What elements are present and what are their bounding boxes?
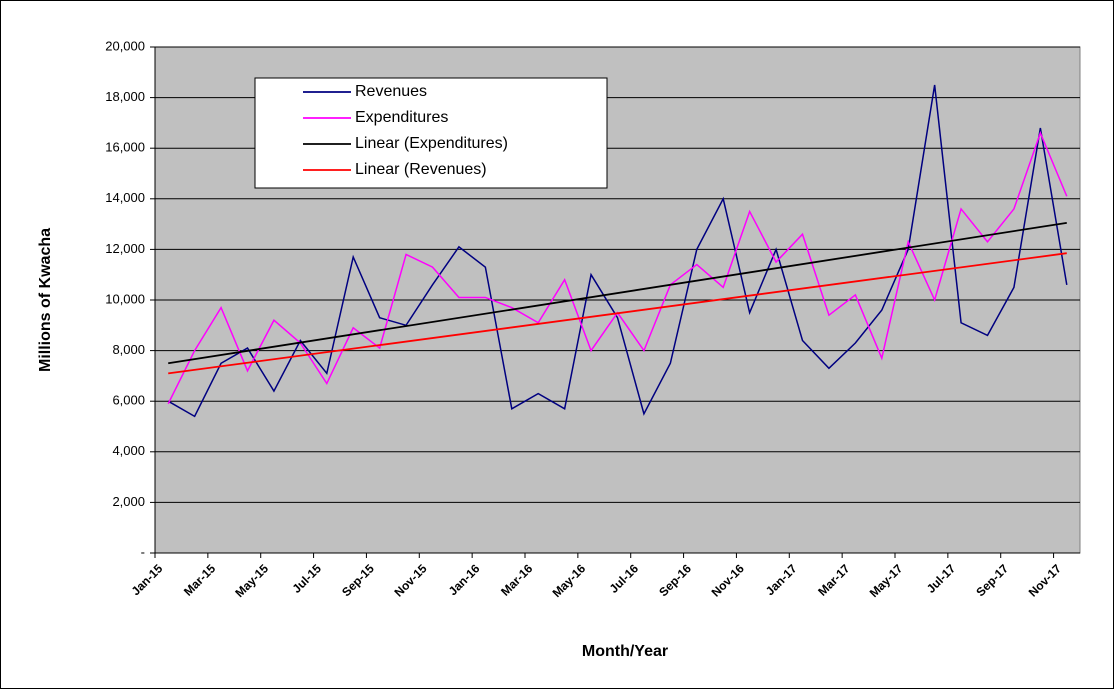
y-tick-label: 6,000 xyxy=(112,393,145,408)
y-tick-label: 14,000 xyxy=(105,190,145,205)
legend-label: Linear (Expenditures) xyxy=(355,135,508,152)
trendline xyxy=(168,221,1067,365)
y-tick-label: 18,000 xyxy=(105,89,145,104)
y-tick-label: 20,000 xyxy=(105,38,145,53)
y-tick-label: - xyxy=(141,544,145,559)
y-axis-label: Millions of Kwacha xyxy=(37,228,54,372)
y-tick-label: 2,000 xyxy=(112,494,145,509)
y-tick-label: 10,000 xyxy=(105,291,145,306)
legend-label: Expenditures xyxy=(355,109,448,126)
y-tick-label: 12,000 xyxy=(105,241,145,256)
y-tick-label: 8,000 xyxy=(112,342,145,357)
y-tick-label: 16,000 xyxy=(105,140,145,155)
y-tick-label: 4,000 xyxy=(112,443,145,458)
legend-label: Revenues xyxy=(355,83,427,100)
trendline xyxy=(168,252,1067,375)
x-axis-label: Month/Year xyxy=(582,643,668,660)
legend-label: Linear (Revenues) xyxy=(355,161,487,178)
series-line xyxy=(167,84,1068,418)
